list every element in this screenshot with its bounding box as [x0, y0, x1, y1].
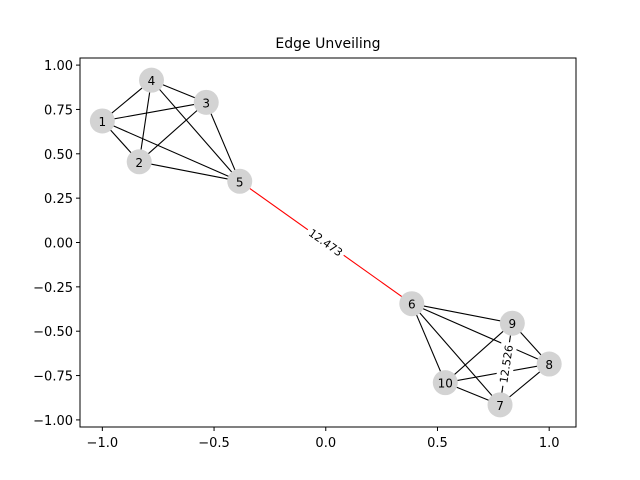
- node-circle: [499, 310, 525, 336]
- node-circle: [193, 89, 219, 115]
- y-tick-label: 0.75: [44, 103, 73, 118]
- node-circle: [227, 168, 253, 194]
- node-2: 2: [126, 149, 152, 175]
- node-7: 7: [487, 392, 513, 418]
- node-circle: [138, 67, 164, 93]
- edge-label-background: [303, 223, 349, 262]
- edge-9-10: [444, 322, 513, 384]
- node-6: 6: [399, 291, 425, 317]
- edge-label-group: 12.526: [494, 341, 518, 387]
- plot-frame: [79, 57, 577, 428]
- edges-layer: [101, 79, 550, 406]
- node-5: 5: [227, 168, 253, 194]
- y-tick-label: 1.00: [44, 59, 73, 74]
- node-label: 2: [135, 156, 143, 170]
- edge-2-3: [138, 101, 207, 163]
- node-circle: [89, 108, 115, 134]
- edge-weight-label: 12.526: [497, 344, 516, 384]
- y-tick-label: −1.00: [33, 414, 73, 429]
- node-label: 10: [438, 377, 453, 391]
- y-tick-label: −0.25: [33, 281, 73, 296]
- node-circle: [126, 149, 152, 175]
- node-4: 4: [138, 67, 164, 93]
- y-tick-label: 0.25: [44, 192, 73, 207]
- axes-layer: −1.0 −0.5 0.0 0.5 1.0 1.00 0.75 0.50 0.25 0.00 −0.…: [33, 59, 559, 451]
- node-label: 3: [202, 96, 210, 110]
- x-tick-label: 0.0: [315, 436, 336, 451]
- x-tick-label: −0.5: [198, 436, 230, 451]
- node-label: 4: [148, 74, 156, 88]
- edge-6-9: [411, 303, 513, 324]
- x-tick-label: −1.0: [87, 436, 119, 451]
- chart-title: Edge Unveiling: [275, 36, 380, 52]
- edge-6-7: [411, 303, 501, 406]
- node-circle: [432, 370, 458, 396]
- edge-1-5: [102, 120, 240, 182]
- nodes-layer: 1 2 3 4 5 6 7 8 9 10: [89, 67, 562, 418]
- x-tick-label: 0.5: [427, 436, 448, 451]
- node-label: 9: [509, 317, 517, 331]
- edge-label-group: 12.473: [303, 223, 349, 262]
- x-tick-label: 1.0: [539, 436, 560, 451]
- edge-label-background: [494, 341, 518, 387]
- edge-6-10: [411, 303, 446, 383]
- edge-2-5: [139, 161, 240, 182]
- node-9: 9: [499, 310, 525, 336]
- edge-2-4: [138, 80, 153, 162]
- node-10: 10: [432, 370, 458, 396]
- node-3: 3: [193, 89, 219, 115]
- y-tick-label: 0.00: [44, 237, 73, 252]
- edge-6-8: [411, 303, 550, 365]
- y-tick-label: −0.50: [33, 325, 73, 340]
- node-label: 5: [236, 175, 244, 189]
- node-circle: [487, 392, 513, 418]
- y-tick-label: 0.50: [44, 148, 73, 163]
- node-label: 7: [496, 399, 504, 413]
- node-8: 8: [536, 351, 562, 377]
- node-label: 6: [408, 298, 416, 312]
- edge-1-3: [102, 101, 207, 122]
- node-1: 1: [89, 108, 115, 134]
- edge-4-5: [151, 79, 241, 182]
- y-tick-label: −0.75: [33, 370, 73, 385]
- edge-3-5: [205, 102, 241, 182]
- node-circle: [536, 351, 562, 377]
- node-label: 8: [545, 358, 553, 372]
- node-circle: [399, 291, 425, 317]
- node-label: 1: [99, 115, 107, 129]
